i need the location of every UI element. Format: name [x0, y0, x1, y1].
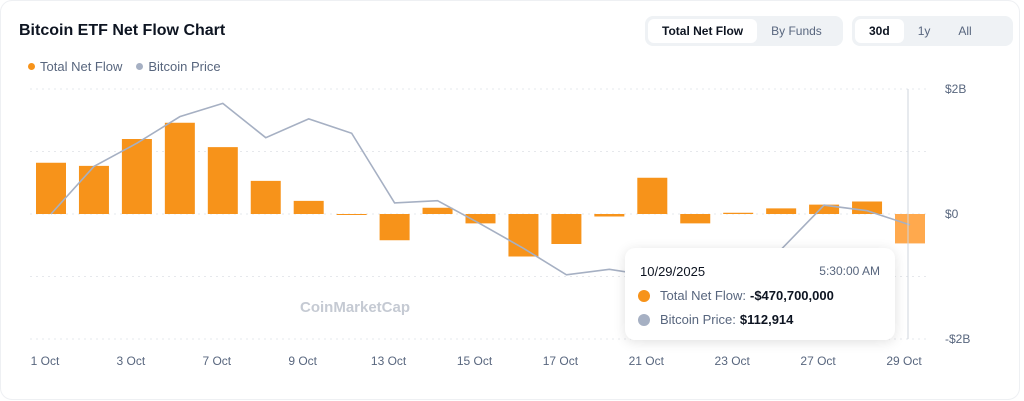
x-tick-label: 7 Oct	[202, 354, 231, 368]
view-toggle: Total Net Flow By Funds	[645, 16, 843, 46]
legend-total-net-flow[interactable]: Total Net Flow	[28, 59, 122, 74]
bar-2-oct	[78, 165, 109, 214]
legend: Total Net Flow Bitcoin Price	[28, 59, 221, 74]
watermark: CoinMarketCap	[300, 299, 410, 316]
y-tick-label: $2B	[945, 82, 966, 96]
bar-17-oct	[551, 214, 582, 244]
tooltip-time: 5:30:00 AM	[819, 264, 880, 278]
x-tick-label: 17 Oct	[543, 354, 579, 368]
gray-dot-icon	[638, 313, 650, 326]
range-toggle: 30d 1y All	[852, 16, 1013, 46]
orange-dot-icon	[28, 63, 35, 70]
bar-1-oct	[36, 162, 66, 214]
bar-29-oct	[895, 214, 925, 244]
bar-8-oct	[250, 180, 281, 214]
bar-10-oct	[336, 214, 367, 215]
x-tick-label: 27 Oct	[800, 354, 836, 368]
x-tick-label: 15 Oct	[457, 354, 493, 368]
bar-28-oct	[852, 201, 883, 214]
y-tick-label: $0	[945, 207, 959, 221]
bar-3-oct	[121, 139, 152, 214]
range-30d[interactable]: 30d	[855, 19, 904, 43]
x-tick-label: 29 Oct	[886, 354, 922, 368]
bar-24-oct	[766, 208, 797, 214]
bar-20-oct	[594, 214, 625, 217]
bar-16-oct	[508, 214, 539, 257]
range-1y[interactable]: 1y	[917, 24, 931, 38]
bar-6-oct	[164, 122, 195, 214]
x-tick-label: 23 Oct	[715, 354, 751, 368]
tooltip-price-value: $112,914	[739, 312, 794, 327]
tooltip-date: 10/29/2025	[640, 264, 706, 279]
tooltip-flow-row: Total Net Flow: -$470,700,000	[638, 288, 834, 303]
x-tick-label: 9 Oct	[288, 354, 317, 368]
x-tick-label: 3 Oct	[117, 354, 146, 368]
x-tick-label: 21 Oct	[629, 354, 665, 368]
orange-dot-icon	[638, 289, 650, 302]
bar-9-oct	[293, 200, 324, 214]
legend-bitcoin-price[interactable]: Bitcoin Price	[136, 59, 221, 74]
bar-15-oct	[465, 214, 496, 224]
tooltip-flow-value: -$470,700,000	[749, 288, 834, 303]
bar-21-oct	[637, 177, 668, 214]
chart-title: Bitcoin ETF Net Flow Chart	[19, 22, 226, 39]
bar-14-oct	[422, 207, 453, 214]
bar-23-oct	[723, 212, 754, 214]
y-tick-label: -$2B	[945, 332, 970, 346]
x-tick-label: 13 Oct	[371, 354, 407, 368]
range-all[interactable]: All	[958, 24, 972, 38]
tab-total-net-flow[interactable]: Total Net Flow	[648, 19, 758, 43]
tab-by-funds[interactable]: By Funds	[771, 24, 822, 38]
x-tick-label: 1 Oct	[31, 354, 60, 368]
gray-dot-icon	[136, 63, 144, 70]
bar-7-oct	[207, 147, 238, 214]
bar-13-oct	[379, 214, 410, 241]
bar-22-oct	[680, 214, 711, 224]
bar-27-oct	[809, 204, 840, 214]
tooltip: 10/29/2025 5:30:00 AM Total Net Flow: -$4…	[625, 248, 895, 340]
tooltip-price-row: Bitcoin Price: $112,914	[638, 312, 793, 327]
